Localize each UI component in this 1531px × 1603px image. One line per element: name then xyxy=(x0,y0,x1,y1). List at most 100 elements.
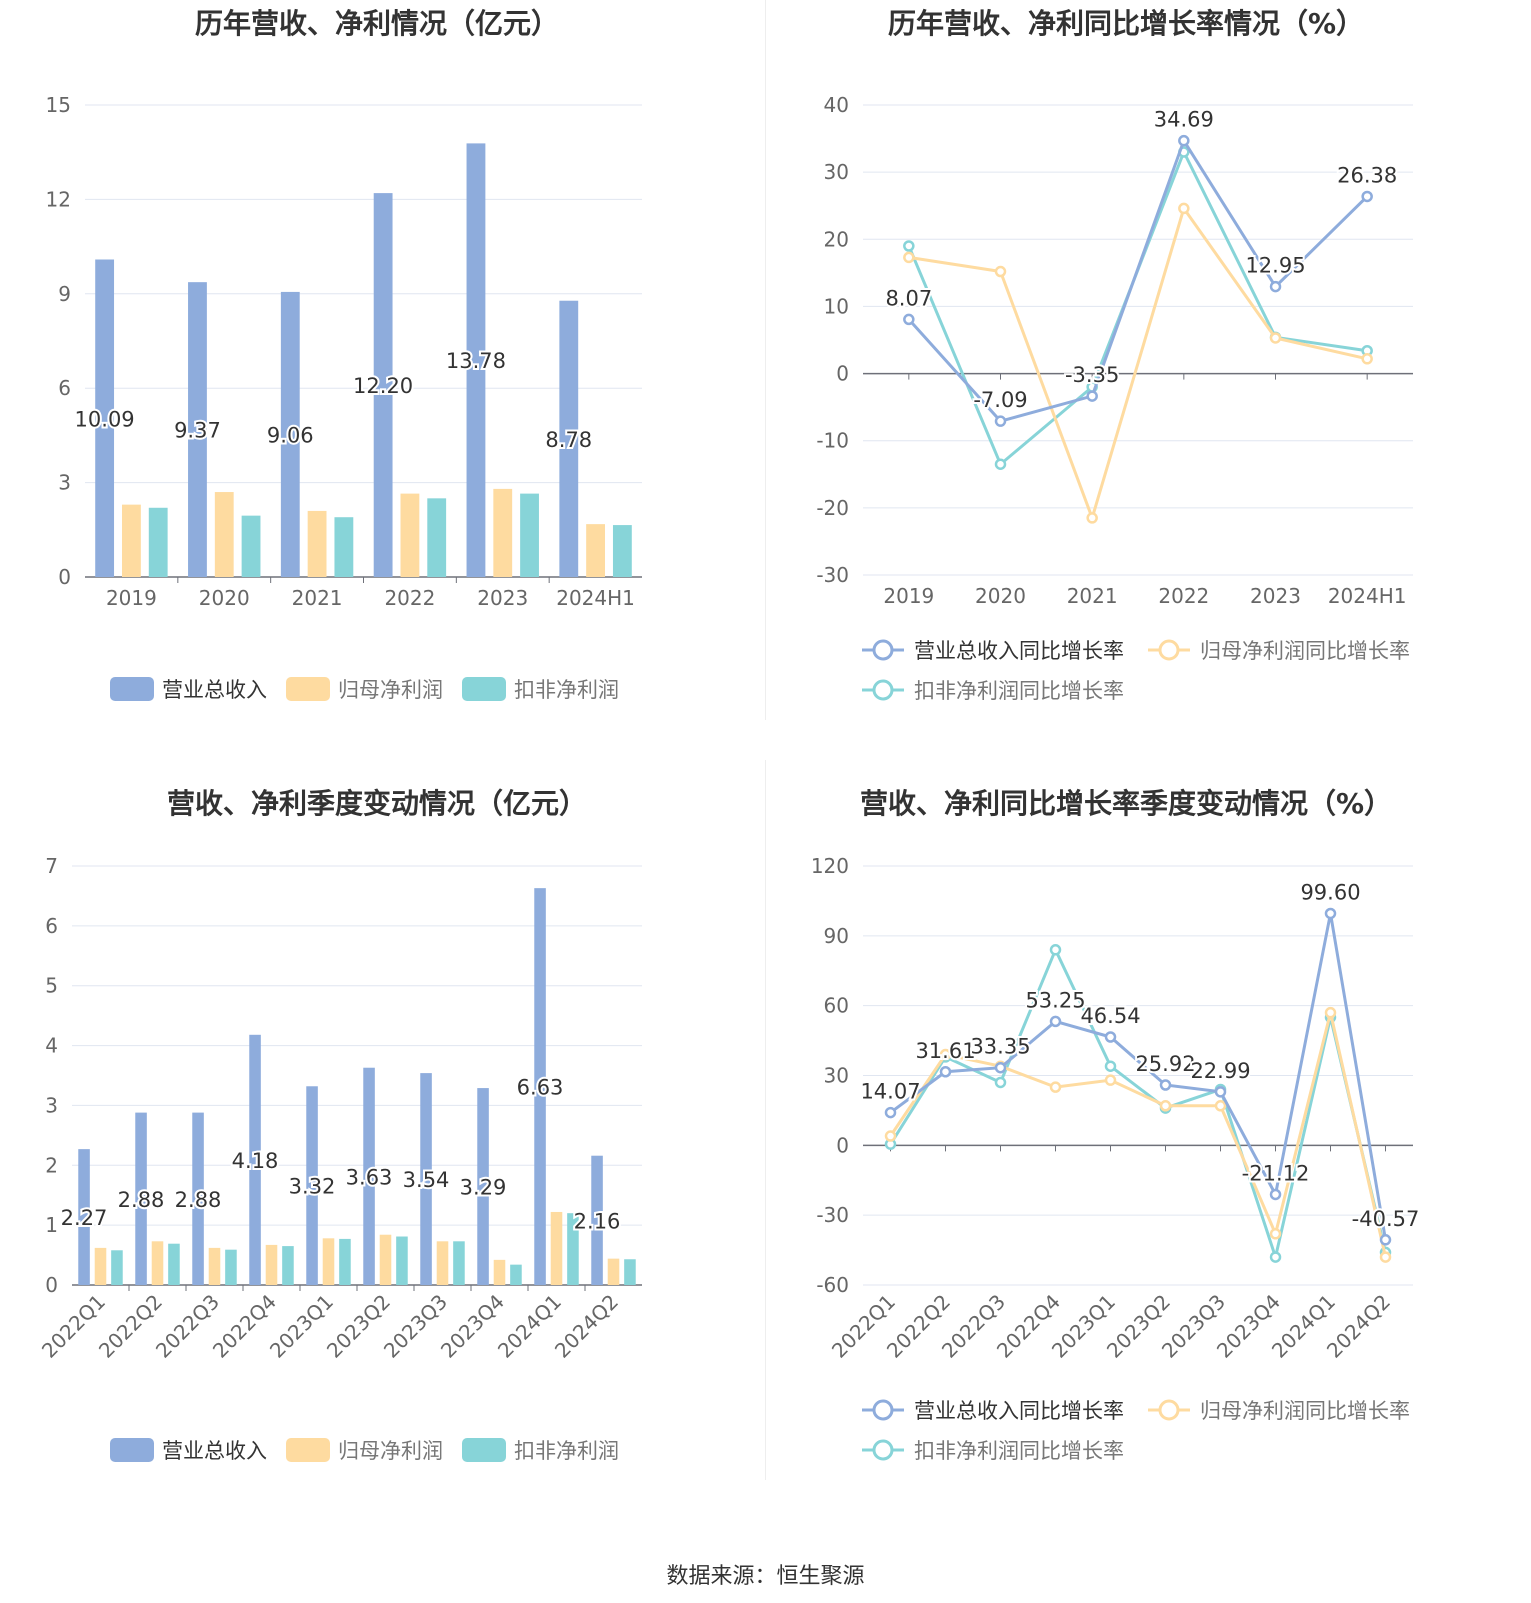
legend-label: 扣非净利润同比增长率 xyxy=(914,679,1124,703)
data-point xyxy=(994,458,1007,470)
bar xyxy=(520,493,539,577)
y-tick-label: -30 xyxy=(816,1203,849,1227)
data-point xyxy=(1269,332,1282,344)
data-point xyxy=(1104,1060,1117,1072)
legend-label: 营业总收入同比增长率 xyxy=(914,639,1124,663)
y-tick-label: 2 xyxy=(45,1153,58,1177)
bar xyxy=(436,1241,449,1285)
series-line xyxy=(907,148,1368,467)
bar xyxy=(214,492,234,577)
legend-swatch xyxy=(286,677,330,701)
bar xyxy=(322,1238,335,1285)
bar xyxy=(282,1246,294,1285)
legend-label: 营业总收入同比增长率 xyxy=(914,1399,1124,1423)
data-label: -3.35 xyxy=(1065,363,1119,387)
bar xyxy=(379,1234,392,1285)
data-point xyxy=(1361,190,1373,203)
legend-label: 扣非净利润 xyxy=(514,1439,619,1463)
bar xyxy=(122,504,141,577)
data-label: 8.07 xyxy=(885,286,932,310)
data-label: 2.27 xyxy=(61,1206,108,1230)
y-tick-label: 0 xyxy=(45,1273,58,1297)
bar xyxy=(550,1211,563,1285)
legend-marker xyxy=(872,1399,894,1421)
chart-title: 营收、净利同比增长率季度变动情况（%） xyxy=(860,787,1392,820)
data-point xyxy=(1049,1081,1062,1093)
y-tick-label: 12 xyxy=(46,187,71,211)
x-tick-label: 2019 xyxy=(883,584,934,608)
data-point xyxy=(1159,1100,1172,1112)
legend-marker xyxy=(872,679,894,701)
data-label: 6.63 xyxy=(517,1076,564,1100)
data-label: 14.07 xyxy=(860,1080,920,1104)
y-tick-label: 9 xyxy=(58,282,71,306)
data-label: 2.88 xyxy=(175,1188,222,1212)
data-label: 46.54 xyxy=(1080,1004,1140,1028)
x-tick-label: 2021 xyxy=(1067,584,1118,608)
data-label: 12.20 xyxy=(353,374,413,398)
quarterly-growth-rate-chart: 营收、净利同比增长率季度变动情况（%） -60 -30 0 30 60 90 120 2022Q… xyxy=(766,780,1531,1560)
series-line xyxy=(889,913,1387,1241)
data-point xyxy=(994,415,1007,427)
data-point xyxy=(1104,1074,1117,1086)
data-point xyxy=(1214,1100,1227,1112)
bar xyxy=(188,282,207,577)
data-label: 26.38 xyxy=(1337,163,1397,187)
data-label: 13.78 xyxy=(446,349,506,373)
legend-label: 营业总收入 xyxy=(162,678,267,702)
y-tick-label: 30 xyxy=(824,1064,849,1088)
y-tick-label: 10 xyxy=(824,294,849,318)
bar xyxy=(612,525,632,577)
annual-growth-rate-chart: 历年营收、净利同比增长率情况（%） -30 -20 -10 0 10 20 30 40 2019 2… xyxy=(766,0,1531,780)
bar xyxy=(95,259,115,577)
data-point xyxy=(1178,202,1190,215)
divider xyxy=(765,0,766,720)
data-label: -40.57 xyxy=(1352,1207,1420,1231)
bar xyxy=(208,1247,221,1285)
data-label: 8.78 xyxy=(545,428,592,452)
data-label: 9.37 xyxy=(174,419,221,443)
data-label: 34.69 xyxy=(1154,108,1214,132)
data-point xyxy=(1104,1031,1117,1043)
bar xyxy=(241,515,261,577)
chart-svg: 营收、净利同比增长率季度变动情况（%）-60-3003060901202022Q… xyxy=(811,787,1422,1463)
data-label: 25.92 xyxy=(1135,1052,1195,1076)
bar xyxy=(477,1088,489,1285)
x-tick-label: 2022 xyxy=(384,586,435,610)
bar xyxy=(510,1264,522,1285)
data-point xyxy=(1361,353,1373,365)
bar xyxy=(280,291,300,577)
bar xyxy=(493,488,513,577)
y-tick-label: 6 xyxy=(58,376,71,400)
data-point xyxy=(1086,512,1098,524)
data-point xyxy=(903,240,915,252)
bar xyxy=(420,1073,432,1285)
data-point xyxy=(1159,1079,1172,1091)
data-label: 2.16 xyxy=(574,1209,621,1233)
bar xyxy=(225,1249,237,1285)
chart-svg: 历年营收、净利情况（亿元） 0 3 6 9 12 15 2019 2020 2021 2022 202… xyxy=(46,7,642,702)
data-label: 3.63 xyxy=(346,1165,393,1189)
bar xyxy=(135,1112,147,1285)
data-point xyxy=(994,1061,1007,1074)
bar xyxy=(192,1112,204,1285)
series-line xyxy=(907,137,1369,423)
y-tick-label: 15 xyxy=(46,93,71,117)
series-line xyxy=(908,205,1368,523)
bar xyxy=(148,507,168,577)
data-label: 10.09 xyxy=(75,407,135,431)
data-point xyxy=(1269,1188,1282,1201)
data-point xyxy=(1269,280,1282,293)
x-tick-label: 2020 xyxy=(975,584,1026,608)
bar xyxy=(249,1034,261,1285)
bar xyxy=(168,1243,180,1285)
source-note: 数据来源：恒生聚源 xyxy=(666,1564,865,1589)
y-tick-label: 0 xyxy=(58,565,71,589)
data-point xyxy=(903,251,915,264)
data-label: 53.25 xyxy=(1025,988,1085,1012)
x-tick-label: 2021 xyxy=(292,586,343,610)
bar xyxy=(339,1238,351,1285)
bar xyxy=(334,517,354,577)
y-tick-label: 4 xyxy=(45,1034,58,1058)
data-label: 99.60 xyxy=(1300,880,1360,904)
